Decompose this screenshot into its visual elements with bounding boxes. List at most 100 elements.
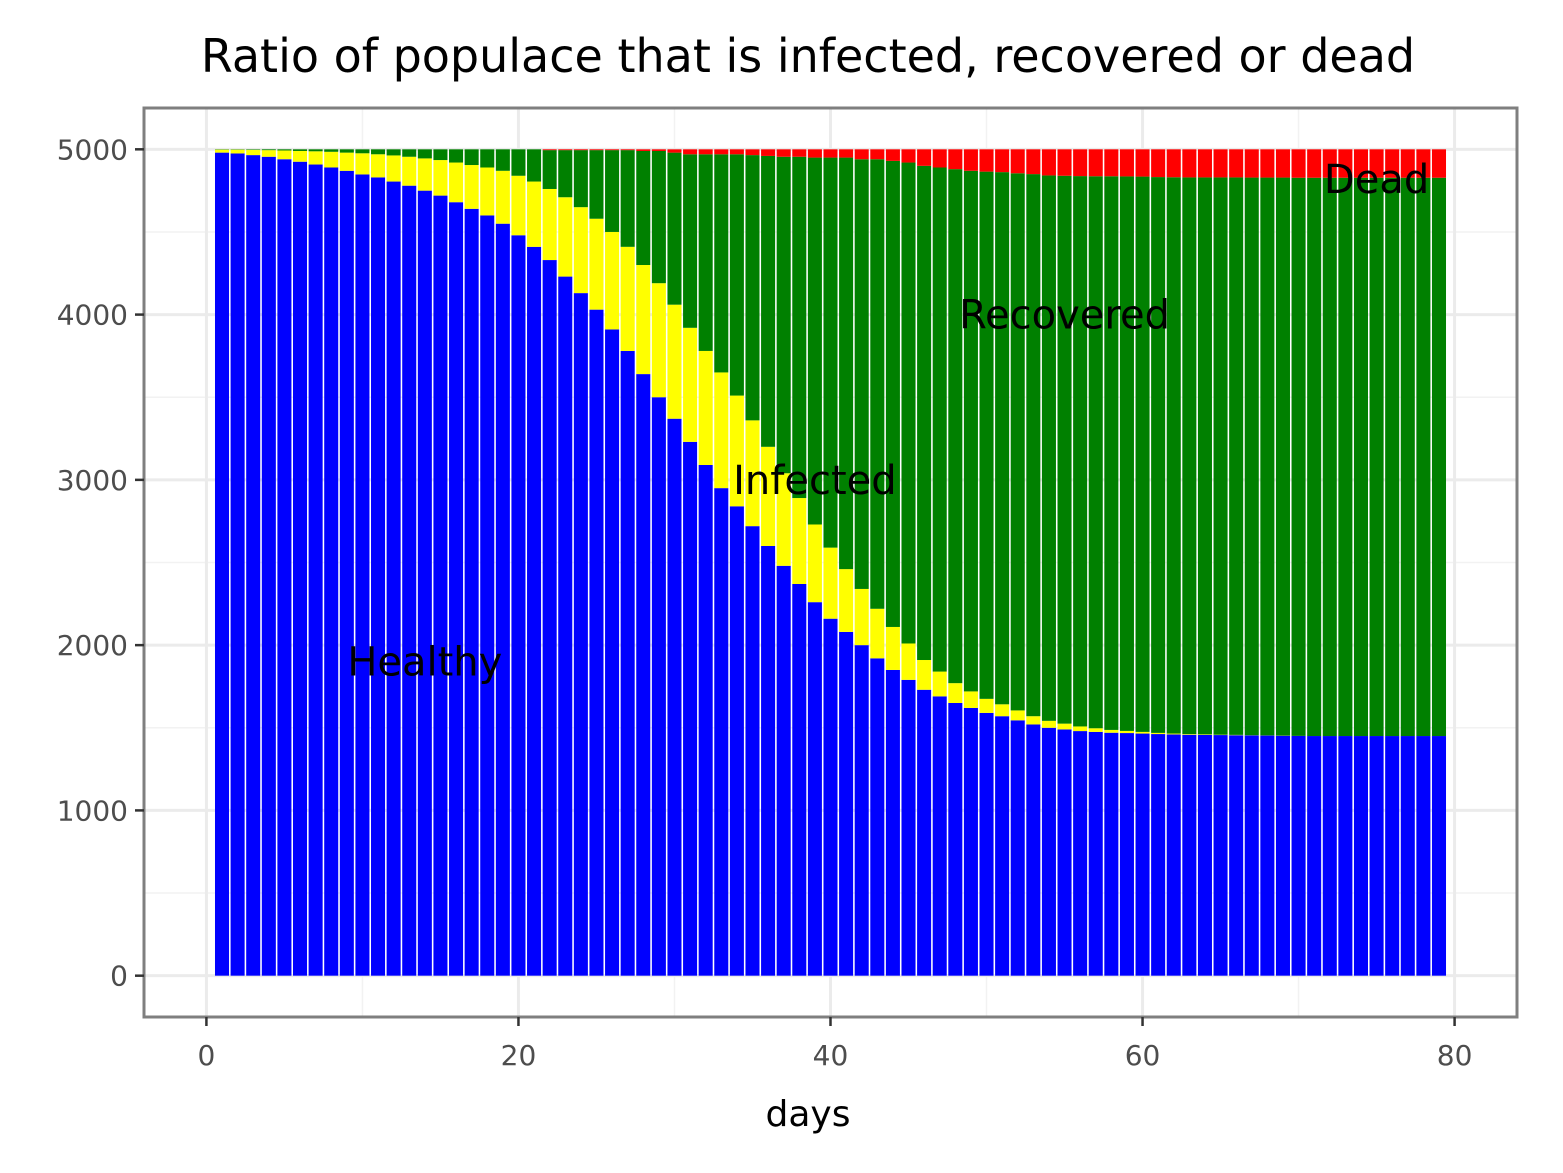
bar-infected	[262, 150, 276, 157]
annotation-dead: Dead	[1324, 157, 1429, 203]
bar-healthy	[1058, 729, 1072, 975]
bar-infected	[1120, 731, 1134, 733]
bar-healthy	[1323, 736, 1337, 976]
bar-healthy	[1104, 733, 1118, 976]
bar-dead	[1136, 149, 1150, 176]
bar-recovered	[777, 157, 791, 473]
bar-healthy	[886, 670, 900, 976]
bar-healthy	[449, 202, 463, 975]
bar-dead	[870, 149, 884, 159]
bar-dead	[683, 149, 697, 154]
bar-infected	[823, 548, 837, 619]
bar-infected	[324, 152, 338, 168]
bar-infected	[855, 589, 869, 645]
x-tick-label: 80	[1437, 1039, 1473, 1072]
bar-recovered	[621, 150, 635, 247]
bar-recovered	[1167, 177, 1181, 733]
bar-healthy	[527, 247, 541, 976]
bar-recovered	[855, 159, 869, 589]
bar-dead	[855, 149, 869, 159]
bar-recovered	[1354, 178, 1368, 736]
bar-recovered	[1385, 178, 1399, 736]
y-tick-label: 4000	[57, 299, 128, 332]
bar-healthy	[215, 153, 229, 976]
bar-dead	[745, 149, 759, 155]
bar-healthy	[1307, 736, 1321, 976]
y-tick-label: 3000	[57, 464, 128, 497]
bar-infected	[511, 176, 525, 235]
bar-infected	[995, 704, 1009, 716]
bar-healthy	[839, 632, 853, 976]
bar-recovered	[418, 149, 432, 158]
bar-healthy	[293, 162, 307, 976]
bar-infected	[683, 328, 697, 442]
bar-dead	[558, 149, 572, 150]
bar-recovered	[527, 149, 541, 181]
bar-healthy	[1292, 736, 1306, 976]
bar-dead	[589, 149, 603, 150]
bar-recovered	[433, 149, 447, 160]
bar-healthy	[745, 526, 759, 976]
bar-healthy	[948, 703, 962, 976]
bar-infected	[1182, 734, 1196, 735]
bar-dead	[1167, 149, 1181, 177]
bar-recovered	[277, 149, 291, 150]
bar-dead	[1260, 149, 1274, 177]
bar-recovered	[1401, 178, 1415, 736]
bar-recovered	[1198, 177, 1212, 734]
y-tick-label: 0	[110, 960, 128, 993]
bar-recovered	[371, 149, 385, 154]
bar-dead	[652, 149, 666, 151]
bar-recovered	[917, 166, 931, 660]
bar-recovered	[511, 149, 525, 175]
bar-recovered	[730, 154, 744, 395]
bar-dead	[777, 149, 791, 156]
bar-recovered	[1432, 178, 1446, 736]
bar-dead	[933, 149, 947, 167]
bar-recovered	[1214, 177, 1228, 734]
bar-dead	[1214, 149, 1228, 177]
bar-dead	[714, 149, 728, 154]
bar-dead	[699, 149, 713, 154]
bar-healthy	[1385, 736, 1399, 976]
bar-dead	[917, 149, 931, 166]
bar-healthy	[1136, 734, 1150, 976]
bar-healthy	[1260, 736, 1274, 976]
x-tick-label: 60	[1125, 1039, 1161, 1072]
bar-infected	[652, 283, 666, 397]
bar-infected	[1042, 721, 1056, 728]
bar-recovered	[262, 149, 276, 150]
bar-dead	[1104, 149, 1118, 176]
bar-infected	[948, 683, 962, 703]
bar-healthy	[589, 310, 603, 976]
bar-infected	[246, 150, 260, 155]
x-tick-label: 0	[197, 1039, 215, 1072]
x-tick-label: 20	[501, 1039, 537, 1072]
bar-dead	[1198, 149, 1212, 177]
bar-dead	[574, 149, 588, 150]
bar-healthy	[262, 157, 276, 976]
bar-recovered	[995, 172, 1009, 704]
bar-healthy	[309, 165, 323, 976]
bar-infected	[636, 265, 650, 374]
bar-healthy	[777, 566, 791, 976]
bar-infected	[558, 197, 572, 276]
bar-dead	[1073, 149, 1087, 176]
bar-infected	[1167, 734, 1181, 735]
bar-healthy	[823, 619, 837, 976]
bar-dead	[1432, 149, 1446, 177]
bar-healthy	[246, 155, 260, 976]
bar-dead	[1120, 149, 1134, 176]
bar-healthy	[1276, 736, 1290, 976]
bar-infected	[964, 691, 978, 708]
bar-recovered	[667, 153, 681, 305]
annotation-healthy: Healthy	[347, 640, 502, 686]
chart-title: Ratio of populace that is infected, reco…	[201, 29, 1415, 83]
bar-infected	[699, 351, 713, 465]
bar-healthy	[1401, 736, 1415, 976]
bar-recovered	[980, 172, 994, 699]
bars	[215, 149, 1446, 975]
bar-dead	[1026, 149, 1040, 174]
bar-healthy	[1011, 720, 1025, 975]
